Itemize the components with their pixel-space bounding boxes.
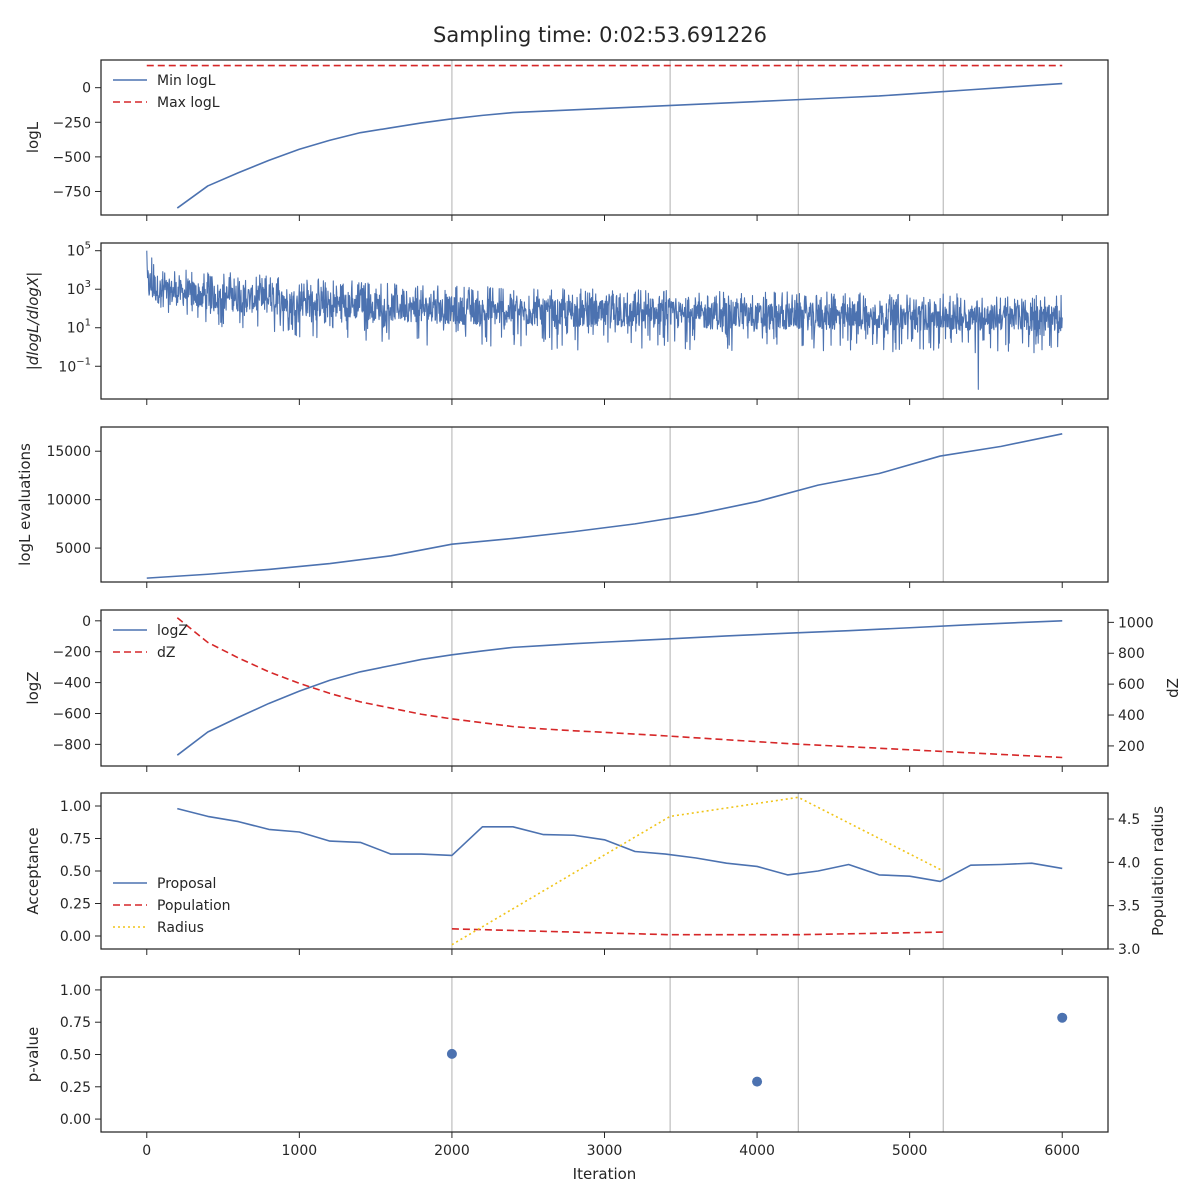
axes-frame	[100, 59, 1109, 216]
y-axis-label: Acceptance	[24, 827, 42, 914]
y-axis-label: logZ	[24, 671, 42, 704]
legend-label-1: logZ	[157, 623, 188, 639]
y-axis-label: p-value	[24, 1027, 42, 1083]
point-3	[1057, 1012, 1068, 1023]
panel-3: 5000 10000 15000 logL evaluations	[16, 426, 1109, 588]
logz-line	[176, 620, 1063, 756]
dz-line	[176, 617, 1063, 759]
x-tick-label-5: 4000	[739, 1143, 775, 1159]
y-right-axis-label: dZ	[1164, 678, 1182, 698]
legend-label-1: Min logL	[157, 73, 216, 89]
y-axis-label: logL	[24, 121, 42, 153]
y-tick-label-3: 0.50	[60, 1048, 91, 1064]
y-tick-label-4: 0.25	[60, 1080, 91, 1096]
y-tick-label-3: −500	[53, 150, 91, 166]
y-tick-label-1: 1.00	[60, 983, 91, 999]
y-right-tick-label-4: 400	[1118, 708, 1145, 724]
y-tick-label-1: 0	[82, 614, 91, 630]
y-right-tick-label-2: 4.0	[1118, 855, 1140, 871]
axes-frame	[100, 426, 1109, 583]
x-tick-label-4: 3000	[587, 1143, 623, 1159]
x-tick-label-7: 6000	[1044, 1143, 1080, 1159]
legend: logZ dZ	[113, 623, 188, 661]
y-right-tick-label-1: 1000	[1118, 615, 1154, 631]
y-right-axis-label: Population radius	[1149, 806, 1167, 936]
y-tick-label-3: 15000	[46, 444, 91, 460]
y-tick-label-4: 10−1	[58, 356, 91, 375]
y-tick-label-4: −600	[53, 706, 91, 722]
y-tick-label-2: 0.75	[60, 1015, 91, 1031]
y-right-tick-label-3: 600	[1118, 677, 1145, 693]
y-tick-label-4: −750	[53, 184, 91, 200]
population-line	[451, 928, 944, 936]
y-axis-label: |dlogL/dlogX|	[24, 272, 42, 371]
y-tick-label-5: 0.00	[60, 929, 91, 945]
y-tick-label-1: 1.00	[60, 799, 91, 815]
point-2	[752, 1076, 763, 1087]
min-logl-line	[176, 82, 1063, 209]
panel-2: 105 103 101 10−1 |dlogL/dlogX|	[24, 241, 1109, 405]
panel-1: 0 −250 −500 −750 logL Min logL Max logL	[24, 59, 1109, 221]
y-tick-label-2: 10000	[46, 493, 91, 509]
y-right-tick-label-1: 4.5	[1118, 812, 1140, 828]
y-tick-label-5: 0.00	[60, 1112, 91, 1128]
x-tick-label-6: 5000	[892, 1143, 928, 1159]
legend-label-3: Radius	[157, 920, 204, 936]
legend-label-2: Population	[157, 898, 231, 914]
legend: Min logL Max logL	[113, 73, 220, 111]
figure-title: Sampling time: 0:02:53.691226	[433, 23, 767, 47]
y-tick-label-1: 5000	[55, 541, 91, 557]
y-tick-label-2: 0.75	[60, 832, 91, 848]
legend-label-2: dZ	[157, 645, 175, 661]
legend-label-1: Proposal	[157, 876, 216, 892]
y-tick-label-1: 105	[67, 241, 91, 260]
y-tick-label-4: 0.25	[60, 897, 91, 913]
axes-frame	[100, 609, 1109, 767]
radius-line	[451, 796, 944, 946]
y-right-tick-label-2: 800	[1118, 646, 1145, 662]
x-axis-label: Iteration	[573, 1165, 637, 1183]
derivative-trace	[146, 250, 1063, 390]
axes-frame	[100, 976, 1109, 1133]
y-right-tick-label-5: 200	[1118, 739, 1145, 755]
y-tick-label-5: −800	[53, 737, 91, 753]
y-tick-label-1: 0	[82, 81, 91, 97]
y-right-tick-label-3: 3.5	[1118, 899, 1140, 915]
axes-frame	[100, 792, 1109, 950]
panel-6: 0 1000 2000 3000 4000 5000 6000 Iteration 1.00 0.…	[24, 976, 1109, 1183]
x-tick-label-1: 0	[142, 1143, 151, 1159]
y-tick-label-3: 0.50	[60, 864, 91, 880]
y-tick-label-3: 101	[67, 318, 91, 337]
x-tick-label-3: 2000	[434, 1143, 470, 1159]
legend-label-2: Max logL	[157, 95, 220, 111]
proposal-line	[177, 807, 1063, 883]
series-1-line	[146, 432, 1063, 579]
legend: Proposal Population Radius	[113, 876, 231, 936]
y-axis-label: logL evaluations	[16, 443, 34, 566]
y-tick-label-3: −400	[53, 676, 91, 692]
y-tick-label-2: −200	[53, 645, 91, 661]
y-tick-label-2: 103	[67, 279, 91, 298]
x-tick-label-2: 1000	[282, 1143, 318, 1159]
y-tick-label-2: −250	[53, 115, 91, 131]
panel-5: 1.00 0.75 0.50 0.25 0.00 4.5 4.0 3.5 3.0 Acceptan…	[24, 792, 1167, 958]
point-1	[446, 1048, 457, 1059]
y-right-tick-label-4: 3.0	[1118, 942, 1140, 958]
